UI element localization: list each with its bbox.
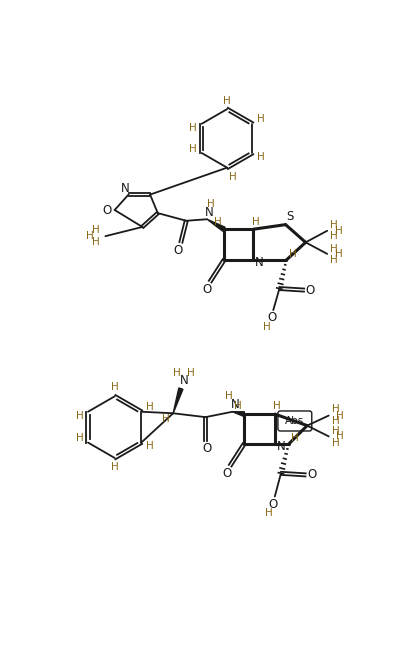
Text: H: H xyxy=(332,437,339,448)
Text: H: H xyxy=(332,405,339,415)
Text: H: H xyxy=(330,231,338,241)
Polygon shape xyxy=(173,388,183,413)
Text: H: H xyxy=(76,411,83,421)
Text: H: H xyxy=(225,391,232,401)
Text: H: H xyxy=(330,220,338,230)
Text: O: O xyxy=(202,283,212,296)
Text: O: O xyxy=(307,468,316,481)
Text: H: H xyxy=(86,231,94,241)
Text: H: H xyxy=(263,322,271,332)
Text: H: H xyxy=(337,431,344,442)
Text: H: H xyxy=(187,368,195,378)
Text: N: N xyxy=(205,206,214,219)
Text: H: H xyxy=(337,411,344,421)
Text: H: H xyxy=(288,249,297,259)
Text: H: H xyxy=(111,382,118,392)
Text: H: H xyxy=(330,255,338,265)
Text: O: O xyxy=(269,498,278,511)
Text: O: O xyxy=(267,311,276,325)
Text: N: N xyxy=(121,182,130,195)
Text: H: H xyxy=(76,433,83,443)
Text: H: H xyxy=(332,416,339,426)
Polygon shape xyxy=(207,219,225,231)
Text: H: H xyxy=(265,509,273,518)
Text: S: S xyxy=(286,210,293,223)
Text: H: H xyxy=(291,433,299,443)
Text: H: H xyxy=(189,144,197,154)
Text: H: H xyxy=(229,172,237,182)
Text: H: H xyxy=(111,462,118,472)
Polygon shape xyxy=(232,412,244,417)
Text: H: H xyxy=(273,401,281,411)
Text: H: H xyxy=(146,442,154,452)
Text: H: H xyxy=(335,249,343,259)
Text: N: N xyxy=(277,440,285,453)
Text: H: H xyxy=(173,368,181,378)
Text: O: O xyxy=(173,243,183,257)
Text: H: H xyxy=(335,226,343,236)
Text: Abs: Abs xyxy=(285,416,305,426)
Text: O: O xyxy=(102,204,112,216)
Text: H: H xyxy=(207,199,215,209)
Text: H: H xyxy=(189,122,197,132)
Text: N: N xyxy=(179,374,188,388)
Text: H: H xyxy=(92,237,99,247)
Text: O: O xyxy=(305,284,315,296)
Text: H: H xyxy=(223,95,231,106)
Text: N: N xyxy=(230,398,239,411)
Text: O: O xyxy=(223,467,232,480)
Text: O: O xyxy=(202,442,212,455)
Text: H: H xyxy=(214,216,222,226)
Text: H: H xyxy=(252,216,259,226)
Text: H: H xyxy=(146,402,154,412)
Text: H: H xyxy=(330,243,338,253)
Text: H: H xyxy=(162,415,169,425)
Text: H: H xyxy=(234,401,242,411)
Text: H: H xyxy=(257,152,265,162)
FancyBboxPatch shape xyxy=(278,411,312,431)
Text: N: N xyxy=(255,256,264,269)
Text: H: H xyxy=(332,426,339,436)
Text: H: H xyxy=(257,114,265,124)
Text: H: H xyxy=(92,225,99,235)
